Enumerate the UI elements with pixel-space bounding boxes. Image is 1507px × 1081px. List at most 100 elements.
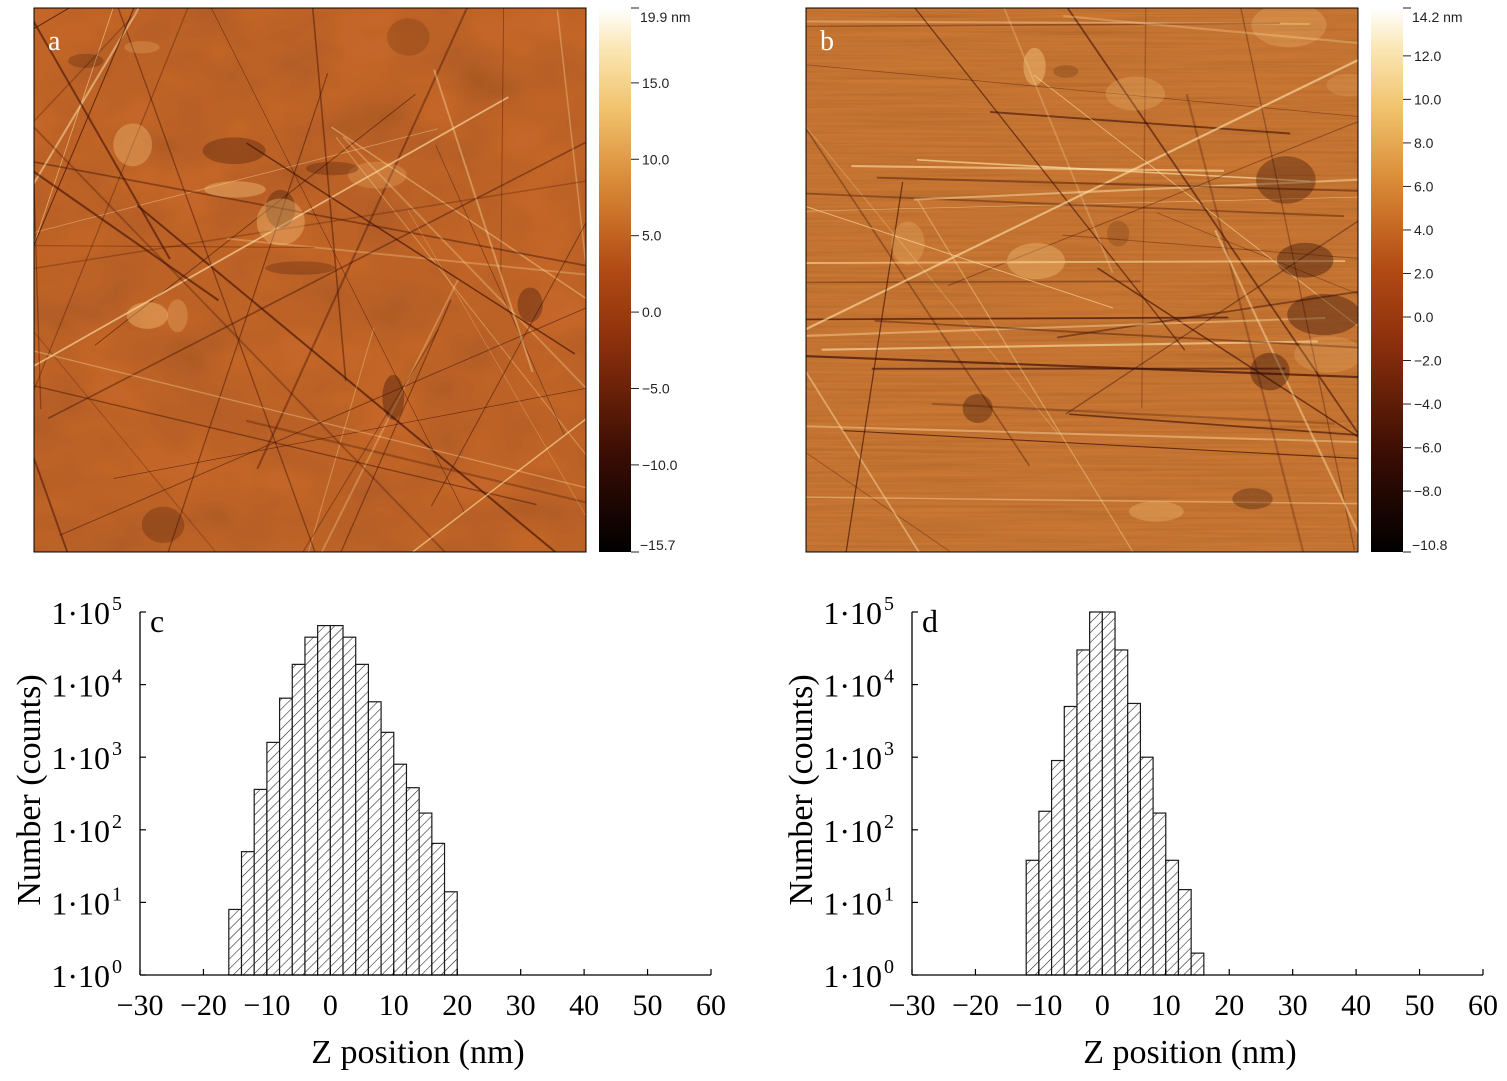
afm-scratch — [1096, 267, 1358, 438]
afm-scratch — [1141, 8, 1147, 409]
x-tick-label: 30 — [1278, 989, 1308, 1022]
afm-feature — [202, 137, 266, 165]
afm-scratch — [34, 20, 171, 260]
afm-scratch — [851, 164, 1224, 172]
afm-scratch — [113, 387, 586, 479]
afm-scratch — [433, 69, 534, 373]
colorbar-tick-label: 0.0 — [642, 304, 662, 320]
y-tick-label: 1·10 — [51, 958, 110, 994]
colorbar-tick-label: 4.0 — [1414, 222, 1434, 238]
afm-scratch — [842, 430, 1358, 459]
afm-scratch — [331, 126, 586, 300]
histogram-bar — [405, 787, 420, 976]
afm-feature — [113, 123, 153, 167]
afm-scratch — [34, 96, 509, 367]
y-tick-exponent: 0 — [884, 956, 894, 978]
y-tick-exponent: 3 — [112, 738, 122, 760]
afm-scratch — [210, 8, 465, 514]
afm-scratch — [34, 8, 71, 30]
y-tick-label: 1·10 — [51, 595, 110, 631]
panel-label-b: b — [820, 26, 834, 57]
afm-feature — [1276, 242, 1334, 278]
afm-scratch — [136, 204, 557, 552]
panel-label-d: d — [922, 603, 938, 639]
y-tick-label: 1·10 — [823, 668, 882, 704]
afm-scratch — [806, 496, 1358, 505]
histogram-d-ylabel: Number (counts) — [783, 674, 820, 905]
x-tick-label: 50 — [1405, 989, 1435, 1022]
afm-b-frame — [805, 7, 1359, 553]
x-tick-label: 10 — [1151, 989, 1181, 1022]
afm-feature — [1023, 47, 1046, 86]
afm-scratch — [1066, 8, 1358, 435]
y-tick-exponent: 5 — [884, 593, 894, 615]
afm-scratch — [335, 136, 586, 456]
afm-scratch — [167, 72, 329, 552]
y-tick-label: 1·10 — [51, 740, 110, 776]
afm-feature — [1232, 488, 1273, 510]
histogram-c: c Number (counts) Z position (nm) −30 −20… — [11, 593, 726, 1071]
afm-scratch — [34, 128, 438, 233]
afm-scratch — [302, 328, 439, 552]
histogram-bar — [418, 812, 433, 976]
panel-label-a: a — [48, 26, 61, 57]
x-tick-label: −30 — [117, 989, 164, 1022]
afm-feature — [348, 161, 407, 189]
colorbar-a: 15.0 10.0 5.0 0.0 −5.0 −10.0 19.9 nm −15.7 — [599, 7, 691, 553]
histogram-c-xlabel: Z position (nm) — [311, 1034, 524, 1071]
x-tick-label: 40 — [569, 989, 599, 1022]
colorbar-tick-label: −10.0 — [642, 457, 678, 473]
colorbar-tick-label: 6.0 — [1414, 178, 1434, 194]
afm-feature — [204, 181, 266, 198]
afm-scratch — [806, 64, 1358, 117]
afm-feature — [891, 221, 925, 265]
afm-scratch — [342, 136, 586, 390]
afm-scratch — [947, 121, 1358, 287]
histogram-bar — [367, 701, 382, 976]
x-tick-label: 40 — [1341, 989, 1371, 1022]
afm-a-scratches — [34, 8, 586, 552]
colorbar-b-ticks: 12.0 10.0 8.0 6.0 4.0 2.0 0.0 −2.0 −4.0 −6.0 −8.0 — [1403, 7, 1442, 553]
x-tick-label: 0 — [323, 989, 338, 1022]
y-tick-label: 1·10 — [51, 885, 110, 921]
histogram-bar — [266, 741, 281, 976]
histogram-bar — [228, 908, 243, 976]
histogram-bar — [431, 842, 446, 976]
afm-scratch — [806, 452, 952, 552]
y-tick-exponent: 1 — [884, 883, 894, 905]
y-tick-label: 1·10 — [823, 885, 882, 921]
afm-scratch — [34, 180, 586, 270]
afm-scratch — [1056, 290, 1358, 339]
histogram-bar — [240, 851, 255, 976]
afm-feature — [962, 393, 993, 423]
afm-a-frame — [33, 7, 587, 553]
colorbar-tick-label: −6.0 — [1414, 440, 1442, 456]
histogram-bar — [1139, 756, 1154, 976]
y-tick-exponent: 3 — [884, 738, 894, 760]
afm-scratch — [430, 221, 586, 507]
colorbar-b: 12.010.08.06.04.02.00.0−2.0−4.0−6.0−8.0 … — [1371, 7, 1463, 553]
afm-feature — [1294, 336, 1358, 373]
colorbar-b-gradient — [1371, 8, 1403, 552]
afm-scratch — [411, 418, 586, 552]
histogram-bar — [253, 788, 268, 976]
y-tick-exponent: 2 — [112, 811, 122, 833]
histogram-bar — [342, 636, 357, 976]
afm-scratch — [1240, 8, 1356, 551]
afm-scratch — [917, 199, 1134, 552]
afm-feature — [517, 287, 543, 323]
afm-scratch — [500, 8, 505, 277]
afm-scratch — [94, 93, 416, 346]
histogram-bar — [1089, 611, 1103, 976]
afm-scratch — [806, 192, 1345, 218]
afm-scratch — [806, 196, 1358, 212]
afm-feature — [1256, 156, 1316, 204]
afm-scratch — [117, 8, 316, 552]
panel-label-c: c — [150, 603, 164, 639]
afm-scratch — [916, 159, 1311, 183]
y-tick-exponent: 4 — [112, 666, 122, 688]
afm-scratch — [806, 126, 1059, 435]
afm-scratch — [990, 110, 1291, 135]
y-tick-label: 1·10 — [823, 958, 882, 994]
